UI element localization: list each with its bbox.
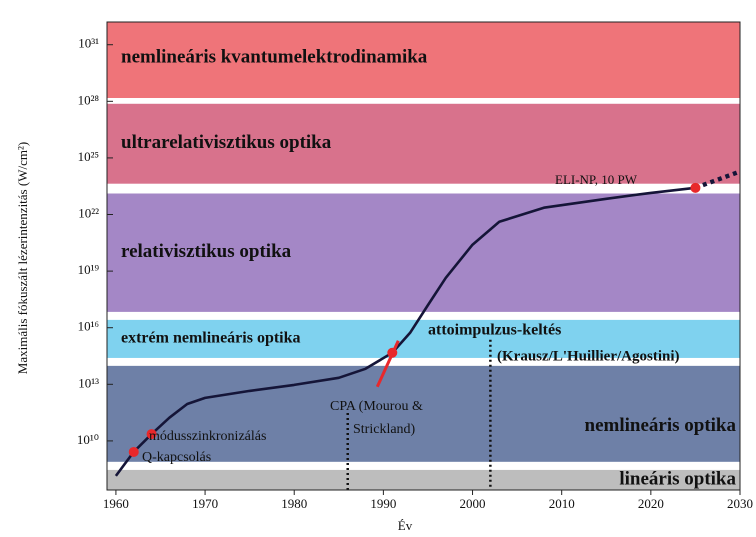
band xyxy=(107,193,740,312)
band xyxy=(107,103,740,184)
x-tick-label: 1980 xyxy=(281,496,307,511)
band-label: extrém nemlineáris optika xyxy=(121,330,301,347)
milestone-point xyxy=(146,429,157,440)
band-label: lineáris optika xyxy=(619,468,736,489)
y-tick-label: 10¹⁰ xyxy=(77,432,99,447)
milestone-point xyxy=(690,182,701,193)
band xyxy=(107,469,740,490)
y-tick-label: 10²⁸ xyxy=(78,92,100,107)
band xyxy=(107,22,740,98)
annotation: Strickland) xyxy=(353,422,416,437)
plot: ELI-NP, 10 PW CPA (Mourou & Strickland) att… xyxy=(114,169,741,490)
annotation: Q-kapcsolás xyxy=(142,450,211,465)
annotation: attoimpulzus-keltés xyxy=(428,322,561,339)
x-tick-label: 1970 xyxy=(192,496,218,511)
x-axis-label: Év xyxy=(398,518,413,533)
cpa-stroke xyxy=(375,340,400,388)
x-tick-label: 2000 xyxy=(460,496,486,511)
annotation: (Krausz/L'Huillier/Agostini) xyxy=(497,348,680,364)
y-tick-label: 10¹³ xyxy=(78,375,99,390)
y-axis-label: Maximális fókuszált lézerintenzitás (W/c… xyxy=(15,142,30,374)
x-tick-label: 2030 xyxy=(727,496,753,511)
annotation: CPA (Mourou & xyxy=(330,399,423,414)
y-tick-label: 10³¹ xyxy=(78,36,99,51)
plot-frame xyxy=(106,21,741,491)
x-tick-label: 1990 xyxy=(370,496,396,511)
band-label: nemlineáris optika xyxy=(585,415,737,436)
x-tick-label: 1960 xyxy=(103,496,129,511)
band xyxy=(107,319,740,358)
x-tick-label: 2010 xyxy=(549,496,575,511)
band-label: relativisztikus optika xyxy=(121,241,292,262)
y-tick-label: 10²² xyxy=(78,205,99,220)
bands: nemlineáris kvantumelektrodinamika ultrar… xyxy=(107,22,740,490)
x-tick-label: 2020 xyxy=(638,496,664,511)
annotation: módusszinkronizálás xyxy=(149,429,266,444)
series-line xyxy=(114,186,696,477)
annotation: ELI-NP, 10 PW xyxy=(555,172,638,187)
band-label: ultrarelativisztikus optika xyxy=(121,132,332,153)
y-tick-label: 10¹⁶ xyxy=(78,319,99,334)
y-tick-label: 10²⁵ xyxy=(78,149,99,164)
milestone-point xyxy=(128,446,139,457)
milestone-point xyxy=(387,347,398,358)
band-label: nemlineáris kvantumelektrodinamika xyxy=(121,46,428,67)
y-tick-label: 10¹⁹ xyxy=(78,262,100,277)
band xyxy=(107,365,740,462)
